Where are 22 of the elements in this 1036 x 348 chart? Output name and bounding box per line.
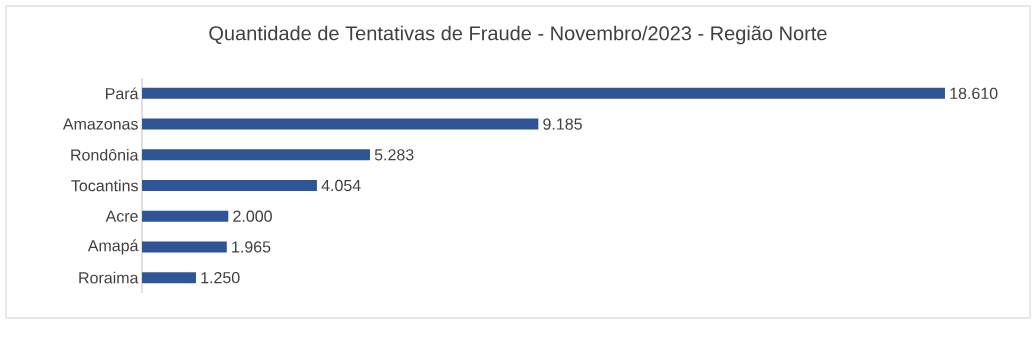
- data-label: 4.054: [321, 179, 361, 192]
- y-tick-label: Amapá: [87, 239, 139, 255]
- y-tick-label: Tocantins: [71, 179, 138, 192]
- y-tick-label: Acre: [105, 210, 138, 222]
- bar: [142, 272, 196, 284]
- y-tick-label: Amazonas: [62, 118, 138, 130]
- data-label: 18.610: [950, 87, 998, 100]
- data-label: 1.965: [232, 241, 271, 253]
- data-label: 9.185: [543, 118, 582, 130]
- bar: [142, 210, 229, 222]
- chart-title: Quantidade de Tentativas de Fraude - Novembro/2023 - Região Norte: [209, 25, 827, 45]
- data-label: 5.283: [374, 149, 414, 161]
- bar: [142, 241, 227, 253]
- data-label: 1.250: [201, 271, 240, 284]
- bar: [142, 149, 370, 161]
- bar: [142, 118, 539, 130]
- data-label: 2.000: [233, 210, 272, 222]
- y-tick-label: Roraima: [79, 271, 139, 284]
- y-tick-label: Pará: [106, 87, 139, 100]
- bar: [142, 180, 317, 191]
- bar: [142, 87, 945, 99]
- y-tick-label: Rondônia: [71, 148, 139, 161]
